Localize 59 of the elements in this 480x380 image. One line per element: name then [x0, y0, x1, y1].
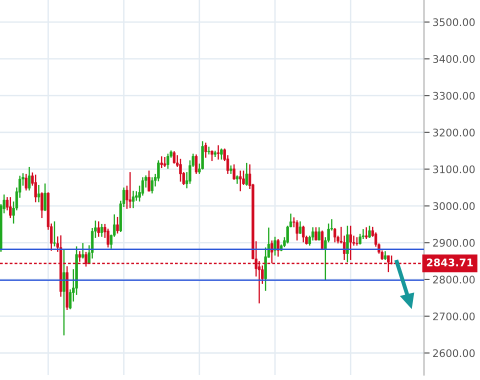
candlestick [201, 140, 204, 170]
candlestick [296, 220, 298, 242]
candlestick [24, 173, 28, 192]
candlestick [100, 223, 104, 238]
candlestick [349, 225, 352, 261]
candlestick [204, 142, 208, 158]
y-tick-label: 3200.00 [433, 128, 475, 136]
candlestick [116, 216, 119, 234]
candlestick [368, 225, 371, 239]
candlestick [97, 220, 100, 238]
y-tick-label: 2600.00 [433, 349, 475, 358]
candlestick [44, 182, 46, 212]
y-tick-label: 2700.00 [433, 312, 475, 320]
candlestick [82, 242, 84, 260]
candlestick [150, 176, 154, 194]
candlestick [148, 170, 150, 192]
candlestick [274, 236, 276, 256]
y-tick-label: 3000.00 [433, 202, 475, 210]
candlestick [232, 164, 236, 180]
candlestick [286, 225, 289, 244]
candlestick [194, 154, 198, 175]
candlestick [302, 225, 305, 243]
y-tick-label: 2900.00 [433, 238, 475, 247]
candlestick [132, 190, 135, 209]
candlestick [166, 153, 170, 170]
candlestick [163, 156, 166, 168]
candlestick [311, 226, 314, 242]
candlestick [37, 184, 40, 203]
candlestick [314, 226, 318, 242]
y-tick-label: 2800.00 [433, 276, 475, 284]
candlestick [298, 220, 302, 234]
y-tick-label: 3100.00 [433, 165, 475, 174]
candlestick [216, 144, 220, 160]
candlestick [365, 226, 368, 240]
y-tick-label: 3400.00 [433, 55, 475, 63]
candlestick [179, 158, 182, 182]
candlestick [106, 228, 110, 248]
candlestick [358, 233, 362, 246]
candlestick [208, 146, 210, 156]
y-tick-label: 3500.00 [433, 18, 475, 26]
candlestick [346, 225, 349, 263]
candlestick [172, 150, 176, 164]
candlestick [160, 156, 163, 169]
candlestick [34, 174, 37, 203]
candlestick [210, 150, 214, 162]
candlestick [239, 170, 242, 192]
candlestick [40, 192, 44, 219]
candlestick [334, 227, 336, 243]
candlestick [245, 162, 248, 186]
candlestick [28, 166, 31, 192]
candlestick [53, 220, 56, 247]
candlestick [62, 249, 66, 336]
candlestick [220, 148, 223, 160]
y-tick-label: 3300.00 [433, 92, 475, 100]
candlestick [9, 196, 12, 219]
candlestick [318, 226, 320, 242]
candlestick [128, 171, 132, 209]
candlestick [276, 238, 280, 258]
ref-line-label: 2843.71 [426, 258, 473, 266]
